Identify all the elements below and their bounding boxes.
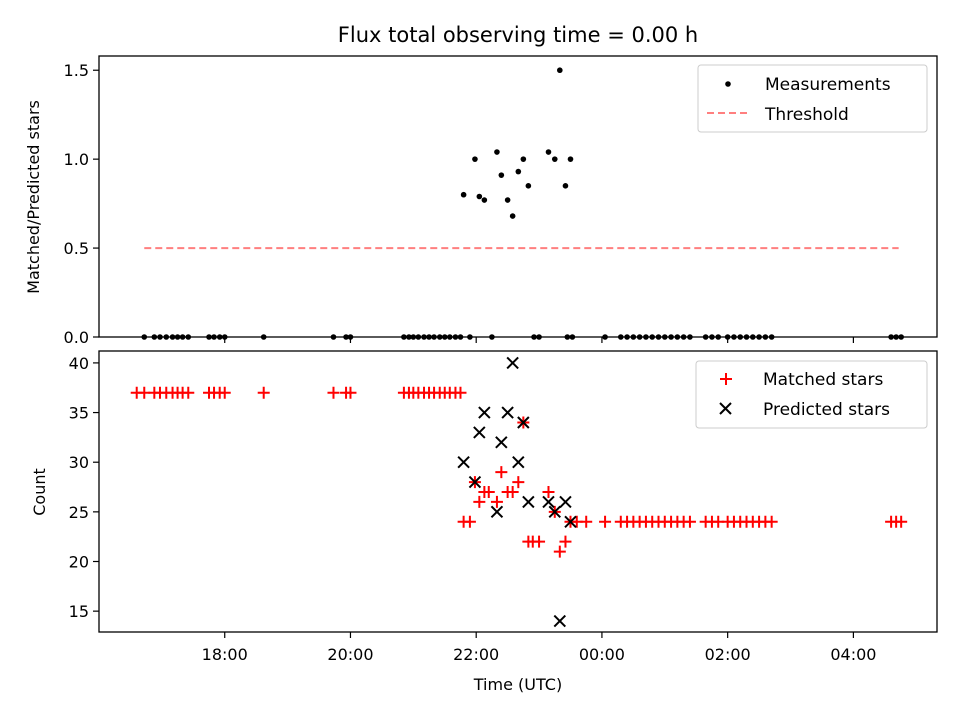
- x-tick-label: 18:00: [202, 645, 248, 664]
- top-x-ticks: [224, 337, 854, 343]
- predicted-star-point: [542, 495, 555, 509]
- predicted-star-point: [506, 356, 519, 370]
- legend-measurements-marker: [725, 81, 731, 87]
- predicted-star-point: [495, 436, 508, 449]
- matched-star-point: [327, 386, 340, 399]
- measurement-point: [515, 168, 522, 175]
- measurement-point: [472, 156, 478, 162]
- x-tick-label: 22:00: [453, 645, 499, 664]
- matched-star-point: [683, 515, 696, 528]
- measurement-point: [504, 197, 511, 203]
- top-y-tick-label: 1.5: [64, 61, 89, 80]
- x-axis-label: Time (UTC): [473, 675, 562, 694]
- predicted-star-point: [512, 456, 525, 469]
- matched-star-point: [218, 386, 231, 399]
- matched-star-point: [553, 545, 566, 558]
- predicted-star-point: [522, 495, 535, 509]
- measurement-point: [509, 213, 516, 219]
- matched-star-point: [895, 515, 908, 528]
- predicted-star-point: [457, 456, 470, 469]
- measurement-point: [481, 197, 488, 203]
- top-legend: Measurements Threshold: [697, 64, 928, 133]
- matched-star-point: [495, 466, 508, 479]
- matched-star-point: [512, 476, 525, 489]
- matched-star-point: [482, 485, 495, 498]
- bottom-y-tick-label: 15: [69, 602, 89, 621]
- matched-star-point: [473, 495, 486, 508]
- matched-star-point: [257, 386, 270, 399]
- bottom-y-tick-label: 35: [69, 404, 89, 423]
- predicted-star-point: [478, 406, 491, 419]
- top-axes-frame: [98, 55, 938, 338]
- matched-star-point: [559, 535, 572, 548]
- top-y-tick-label: 0.0: [64, 328, 89, 347]
- measurement-point: [557, 67, 563, 74]
- predicted-star-point: [473, 426, 486, 439]
- bottom-x-ticks: 18:00 20:00 22:00 00:00 02:00 04:00: [202, 632, 876, 664]
- legend-matched-marker: [720, 373, 732, 385]
- top-y-ticks: 0.0 0.5 1.0 1.5: [64, 61, 99, 347]
- legend-measurements-label: Measurements: [765, 75, 891, 95]
- x-tick-label: 02:00: [705, 645, 751, 664]
- matched-star-point: [599, 515, 612, 528]
- matched-star-point: [138, 386, 151, 399]
- legend-threshold-label: Threshold: [764, 105, 849, 125]
- measurement-point: [567, 156, 574, 162]
- bottom-y-ticks: 15 20 25 30 35 40: [69, 354, 99, 621]
- x-tick-label: 20:00: [327, 645, 373, 664]
- x-tick-label: 04:00: [830, 645, 876, 664]
- x-tick-label: 00:00: [579, 645, 625, 664]
- matched-star-point: [344, 386, 357, 399]
- measurement-point: [525, 183, 532, 189]
- bottom-y-tick-label: 40: [69, 354, 89, 373]
- predicted-star-point: [559, 495, 572, 509]
- matched-star-point: [542, 485, 555, 498]
- measurement-point: [551, 156, 558, 162]
- bottom-data-layer: [130, 356, 908, 628]
- measurement-point: [520, 156, 527, 162]
- chart-title: Flux total observing time = 0.00 h: [338, 23, 698, 47]
- legend-predicted-label: Predicted stars: [763, 400, 890, 420]
- legend-predicted-marker: [719, 402, 732, 415]
- bottom-y-tick-label: 20: [69, 553, 89, 572]
- top-panel: 0.0 0.5 1.0 1.5 Matched/Predicted stars Mea…: [24, 55, 938, 347]
- measurement-point: [498, 172, 505, 178]
- measurement-point: [562, 183, 569, 189]
- matched-star-point: [506, 485, 519, 498]
- bottom-y-tick-label: 30: [69, 453, 89, 472]
- matched-star-point: [533, 535, 546, 548]
- measurement-point: [460, 191, 467, 198]
- matched-star-point: [490, 495, 503, 508]
- matched-star-point: [463, 515, 476, 528]
- measurement-point: [476, 193, 483, 200]
- predicted-star-point: [564, 515, 577, 528]
- predicted-star-point: [501, 406, 514, 419]
- bottom-axes-frame: [98, 350, 938, 633]
- bottom-panel: 15 20 25 30 35 40 18:00 20:00 22:00 00:00 02:00 04…: [30, 350, 938, 694]
- top-y-tick-label: 1.0: [64, 150, 89, 169]
- predicted-star-point: [490, 505, 504, 519]
- top-y-tick-label: 0.5: [64, 239, 89, 258]
- bottom-y-axis-label: Count: [30, 468, 49, 516]
- predicted-star-point: [553, 614, 567, 628]
- bottom-legend-box: [695, 360, 928, 429]
- top-legend-box: [697, 64, 928, 133]
- bottom-y-tick-label: 25: [69, 503, 89, 522]
- matched-star-point: [182, 386, 195, 399]
- predicted-star-point: [548, 505, 561, 519]
- top-y-axis-label: Matched/Predicted stars: [24, 100, 43, 294]
- predicted-star-point: [517, 416, 530, 429]
- legend-matched-label: Matched stars: [763, 370, 883, 390]
- measurement-point: [545, 149, 552, 155]
- predicted-star-point: [468, 475, 482, 489]
- matched-star-point: [765, 515, 778, 528]
- measurement-point: [494, 149, 500, 155]
- bottom-legend: Matched stars Predicted stars: [695, 360, 928, 429]
- matched-star-point: [580, 515, 593, 528]
- matched-star-point: [454, 386, 467, 399]
